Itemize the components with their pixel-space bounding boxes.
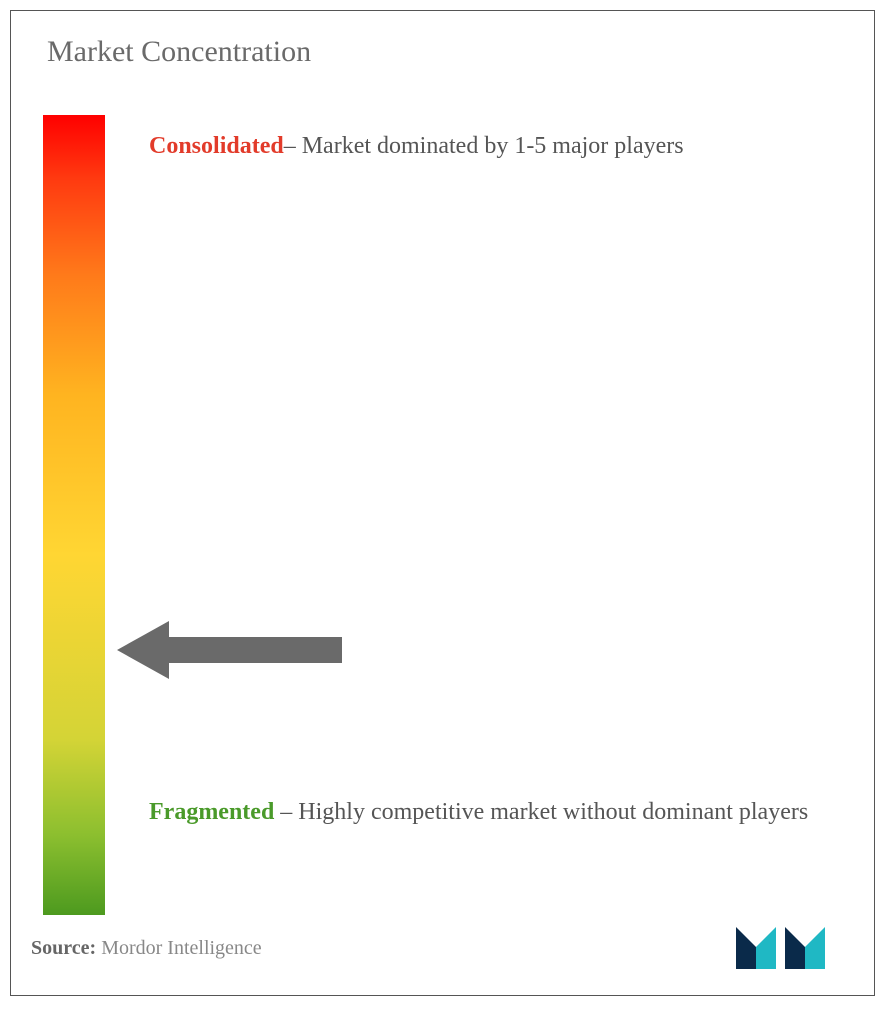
- consolidated-sep: –: [284, 133, 302, 159]
- fragmented-key: Fragmented: [149, 799, 280, 825]
- fragmented-sep: –: [280, 799, 298, 825]
- logo-bar-3: [785, 927, 805, 969]
- fragmented-desc: Highly competitive market without domina…: [298, 799, 808, 825]
- infographic-card: Market Concentration Consolidated– Marke…: [10, 10, 875, 996]
- mordor-logo-icon: [730, 917, 840, 977]
- consolidated-label: Consolidated– Market dominated by 1-5 ma…: [149, 119, 829, 174]
- consolidated-desc: Market dominated by 1-5 major players: [302, 133, 684, 159]
- gradient-rect: [43, 115, 105, 915]
- arrow-shape: [117, 621, 342, 679]
- logo-bar-2: [756, 927, 776, 969]
- logo-bar-1: [736, 927, 756, 969]
- logo-bar-4: [805, 927, 825, 969]
- source-name: Mordor Intelligence: [101, 937, 262, 959]
- position-indicator-arrow: [117, 621, 342, 679]
- source-attribution: Source: Mordor Intelligence: [31, 937, 262, 960]
- consolidated-key: Consolidated: [149, 133, 284, 159]
- fragmented-label: Fragmented – Highly competitive market w…: [149, 785, 829, 840]
- source-prefix: Source:: [31, 937, 101, 959]
- chart-title: Market Concentration: [47, 35, 311, 69]
- concentration-gradient-bar: [43, 115, 105, 915]
